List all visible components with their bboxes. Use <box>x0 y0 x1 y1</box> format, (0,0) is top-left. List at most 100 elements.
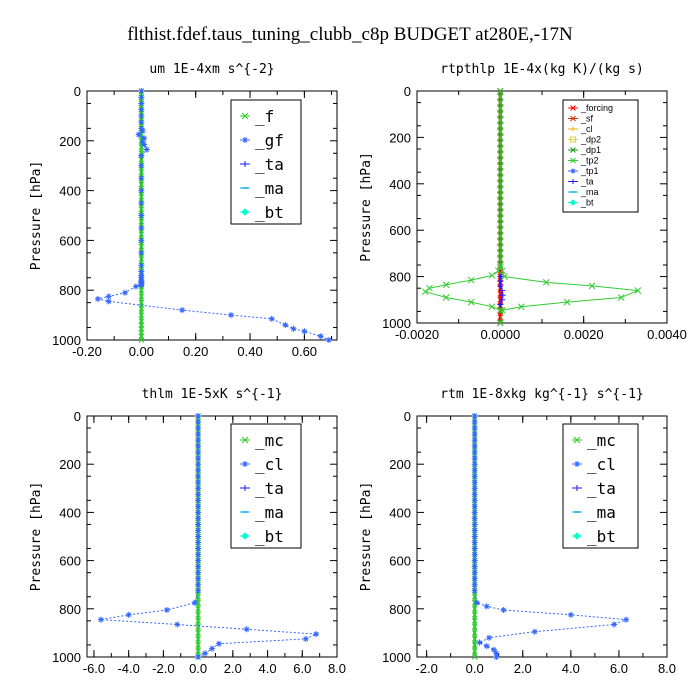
data-point <box>195 461 202 468</box>
data-point <box>471 509 478 516</box>
data-point <box>215 640 222 647</box>
legend-marker <box>241 532 249 540</box>
data-point <box>471 551 478 558</box>
data-point <box>195 449 202 456</box>
data-point <box>195 636 201 642</box>
data-point <box>474 599 481 606</box>
data-point <box>195 473 202 480</box>
y-axis-label: Pressure [hPa] <box>359 482 374 592</box>
plot-frame <box>86 90 338 341</box>
series-cl <box>97 413 320 660</box>
y-tick-label: 1000 <box>52 650 81 665</box>
y-tick-label: 400 <box>59 505 81 520</box>
legend-box <box>562 423 639 549</box>
legend-marker <box>574 461 580 467</box>
legend-marker <box>570 157 576 164</box>
data-point <box>195 515 202 522</box>
data-point <box>483 643 490 650</box>
x-tick-label: 4.0 <box>562 661 580 676</box>
legend-label: _tp2 <box>580 156 599 166</box>
data-point <box>496 319 504 327</box>
legend-label: _ta <box>255 479 284 498</box>
data-point <box>471 425 478 432</box>
data-point <box>195 533 202 540</box>
data-point <box>94 295 101 302</box>
data-point <box>209 645 215 652</box>
data-point <box>195 654 202 660</box>
data-point <box>476 639 483 646</box>
data-point <box>195 479 202 486</box>
y-tick-label: 600 <box>389 554 411 569</box>
data-point <box>138 175 145 182</box>
data-point <box>138 287 145 294</box>
data-point <box>471 449 478 456</box>
data-point <box>496 197 504 205</box>
data-point <box>496 157 504 164</box>
data-point <box>496 226 504 234</box>
data-point <box>496 244 504 251</box>
data-point <box>195 605 201 612</box>
legend: _forcing_sf_cl_dp2_dp1_tp2_tp1_ta_ma_bt <box>562 99 639 213</box>
data-point <box>500 607 507 614</box>
legend-label: _dp1 <box>580 145 601 155</box>
legend-marker <box>570 147 576 153</box>
x-tick-label: 0.0 <box>466 661 484 676</box>
data-point <box>496 110 504 118</box>
data-point <box>138 119 145 126</box>
y-tick-label: 200 <box>389 457 411 472</box>
data-point <box>138 249 145 256</box>
x-tick-label: 0.0040 <box>647 327 687 342</box>
data-point <box>471 593 478 600</box>
legend: _f _gf _ta _ma _bt <box>230 99 302 225</box>
panel-4: rtm 1E-8xkg kg^{-1} s^{-1} Pressure [hPa]… <box>359 387 676 676</box>
data-point <box>421 288 429 296</box>
data-point <box>313 631 320 638</box>
data-point <box>496 93 504 101</box>
data-point <box>471 479 478 486</box>
legend-label: _ta <box>580 177 594 187</box>
legend-marker <box>241 208 249 216</box>
data-point <box>471 648 478 654</box>
data-point <box>138 212 145 219</box>
legend-marker <box>574 485 580 491</box>
data-point <box>122 289 129 296</box>
x-tick-label: 0.0000 <box>480 327 520 342</box>
data-point <box>195 630 201 636</box>
data-point <box>490 646 497 653</box>
plot-frame <box>416 415 668 658</box>
data-point <box>138 200 145 207</box>
data-point <box>496 250 504 257</box>
data-point <box>195 521 202 528</box>
data-point <box>139 127 146 134</box>
figure-title: flthist.fdef.taus_tuning_clubb_c8p BUDGE… <box>127 24 573 45</box>
data-point <box>195 443 202 450</box>
legend-marker <box>569 199 577 206</box>
legend-label: _gf <box>255 131 284 150</box>
data-point <box>138 299 145 306</box>
data-point <box>496 139 504 147</box>
data-point <box>496 186 504 193</box>
data-point <box>191 599 198 606</box>
data-point <box>442 294 450 301</box>
x-tick-label: -4.0 <box>117 661 139 676</box>
data-point <box>471 437 478 444</box>
data-point <box>634 287 642 294</box>
x-tick-label: 0.0 <box>189 661 207 676</box>
panel-2: rtpthlp 1E-4x(kg K)/(kg s) Pressure [hPa]… <box>359 62 687 342</box>
data-point <box>195 425 202 432</box>
panel-title: thlm 1E-5xK s^{-1} <box>142 387 283 402</box>
data-point <box>486 634 493 641</box>
data-point <box>325 337 332 343</box>
data-point <box>471 575 478 582</box>
y-tick-label: 1000 <box>52 333 81 348</box>
data-point <box>97 616 104 623</box>
data-point <box>471 515 478 522</box>
data-point <box>138 125 145 132</box>
y-axis-label: Pressure [hPa] <box>29 161 44 271</box>
data-point <box>471 533 478 540</box>
legend-label: _mc <box>587 431 616 450</box>
data-point <box>501 273 508 280</box>
data-point <box>195 431 202 438</box>
data-point <box>138 94 145 101</box>
data-point <box>542 279 550 286</box>
